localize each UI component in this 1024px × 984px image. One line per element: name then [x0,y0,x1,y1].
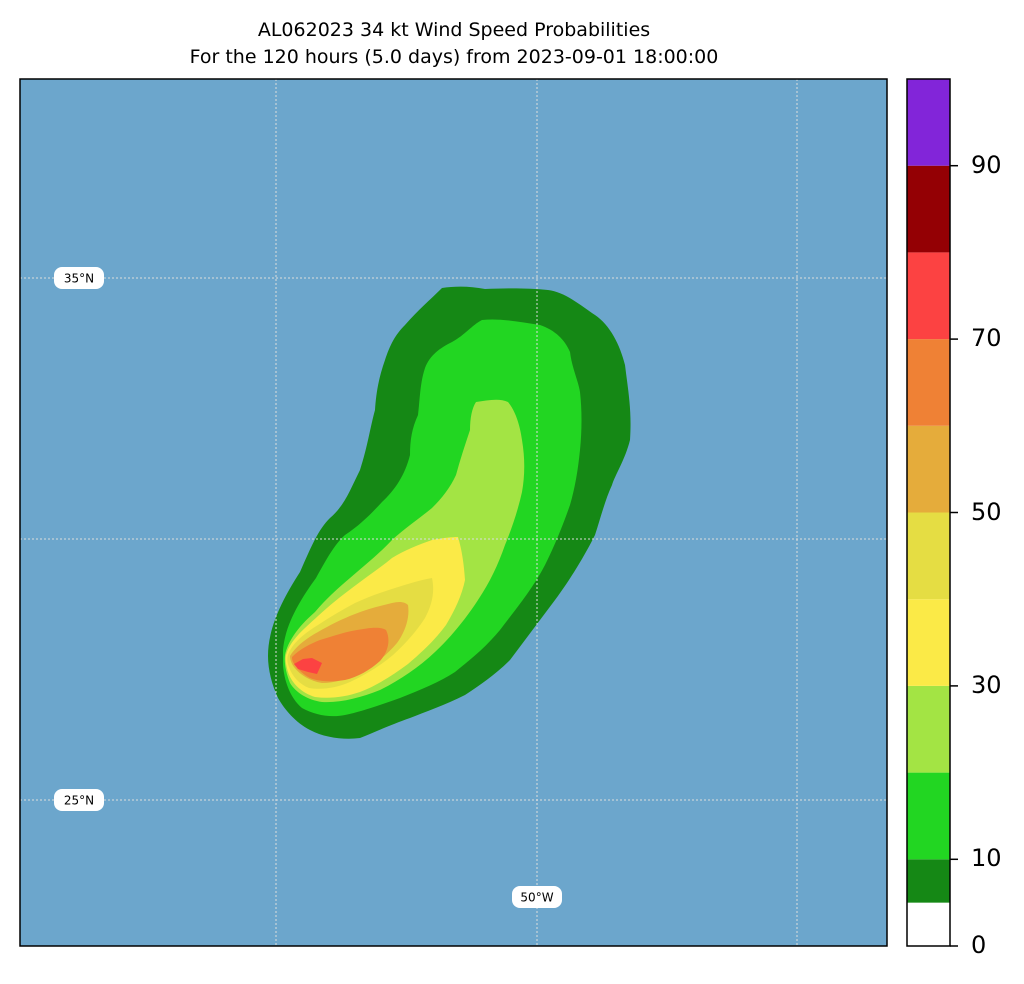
contour-70-80 [294,658,322,674]
colorbar-ticks [950,164,958,947]
colorbar-segment-30-40 [907,599,950,686]
colorbar-segment-20-30 [907,685,950,773]
lon-label-50w-text: 50°W [520,891,553,905]
lon-label-50w: 50°W [512,886,562,908]
chart-subtitle: For the 120 hours (5.0 days) from 2023-0… [189,46,719,68]
lat-label-25: 25°N [54,789,104,811]
colorbar-segment-0-5 [907,902,950,946]
colorbar-tick-label-30: 30 [971,670,1002,699]
colorbar-segment-80-90 [907,165,950,253]
colorbar [907,79,950,946]
colorbar-segment-50-60 [907,425,950,513]
probability-contours [268,286,631,739]
colorbar-tick-label-50: 50 [971,497,1002,526]
colorbar-segment-40-50 [907,512,950,600]
colorbar-tick-label-70: 70 [971,324,1002,353]
lat-label-35: 35°N [54,267,104,289]
colorbar-segment-60-70 [907,339,950,426]
colorbar-segment-90-100 [907,79,950,166]
colorbar-segment-10-20 [907,772,950,860]
colorbar-segment-70-80 [907,252,950,340]
chart-title: AL062023 34 kt Wind Speed Probabilities [257,19,651,41]
colorbar-tick-label-10: 10 [971,844,1002,873]
colorbar-segment-5-10 [907,859,950,903]
map-frame [19,78,888,947]
lat-label-25-text: 25°N [64,794,94,808]
lat-label-35-text: 35°N [64,272,94,286]
colorbar-tick-label-90: 90 [971,150,1002,179]
gridlines [20,79,887,946]
colorbar-tick-label-0: 0 [971,931,987,959]
